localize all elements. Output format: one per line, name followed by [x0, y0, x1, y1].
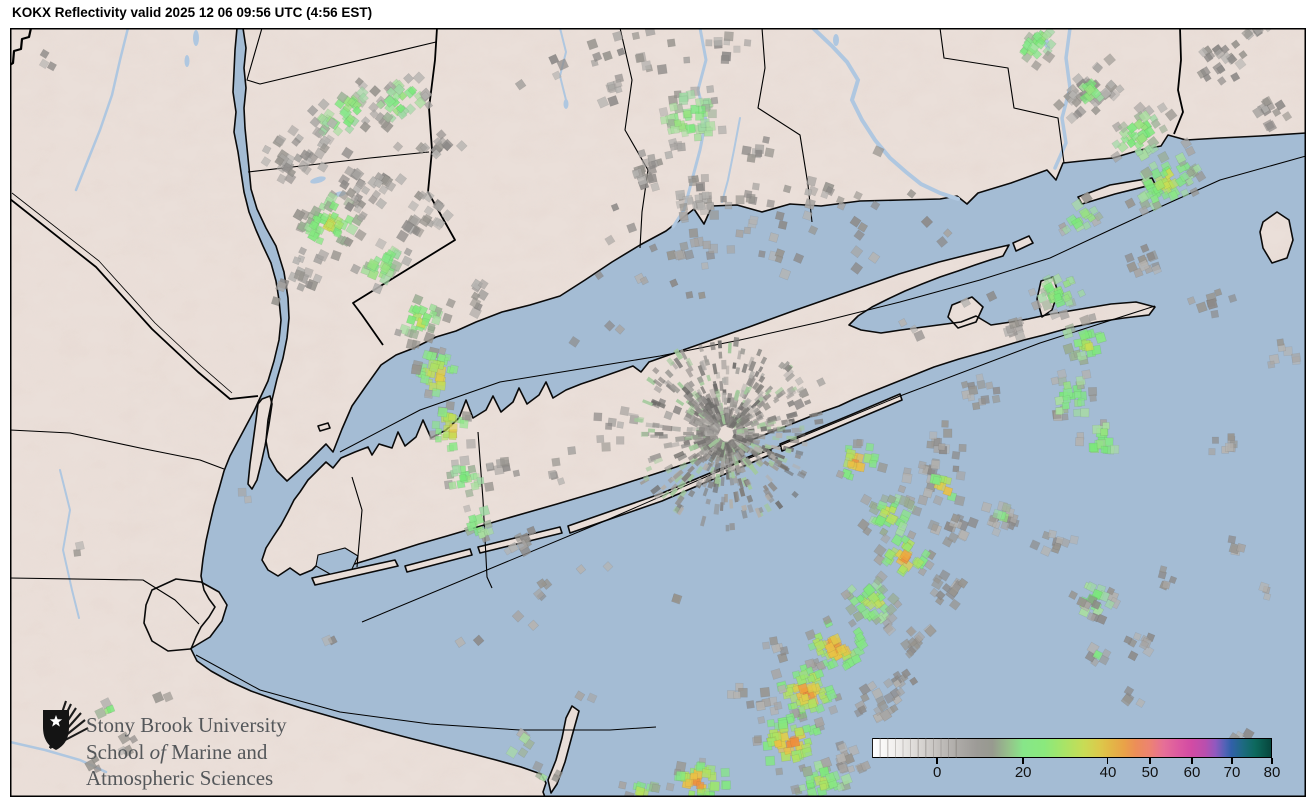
colorbar-tick [1022, 758, 1024, 764]
colorbar-tick-label: 70 [1223, 764, 1241, 781]
colorbar-tick-label: 80 [1263, 764, 1281, 781]
colorbar-tick-label: 20 [1014, 764, 1032, 781]
colorbar-tick-label: 60 [1183, 764, 1201, 781]
colorbar-tick [1106, 758, 1109, 764]
ground-clutter-layer [627, 337, 824, 532]
colorbar-tick [936, 758, 938, 764]
map-border-frame [10, 28, 1306, 797]
coastline-layer [10, 28, 1306, 797]
page-title: KOKX Reflectivity valid 2025 12 06 09:56… [12, 5, 373, 20]
colorbar-tick [1191, 758, 1193, 764]
colorbar-tick-label: 40 [1099, 764, 1117, 781]
colorbar-gradient [872, 738, 1272, 758]
colorbar-tick-label: 50 [1141, 764, 1159, 781]
colorbar-tick-label: 0 [933, 764, 942, 781]
jamaica-bay [315, 547, 359, 575]
colorbar-tick [1149, 758, 1151, 764]
title-bar: KOKX Reflectivity valid 2025 12 06 09:56… [0, 0, 1316, 28]
radar-map [10, 28, 1306, 797]
colorbar-stripes [872, 738, 962, 758]
radar-echo-layer [38, 28, 1302, 797]
colorbar-tick [1231, 758, 1233, 764]
reflectivity-colorbar: 0 20 40 50 60 70 80 [872, 738, 1280, 784]
radar-map-svg [10, 28, 1306, 797]
colorbar-tick [1271, 758, 1273, 764]
